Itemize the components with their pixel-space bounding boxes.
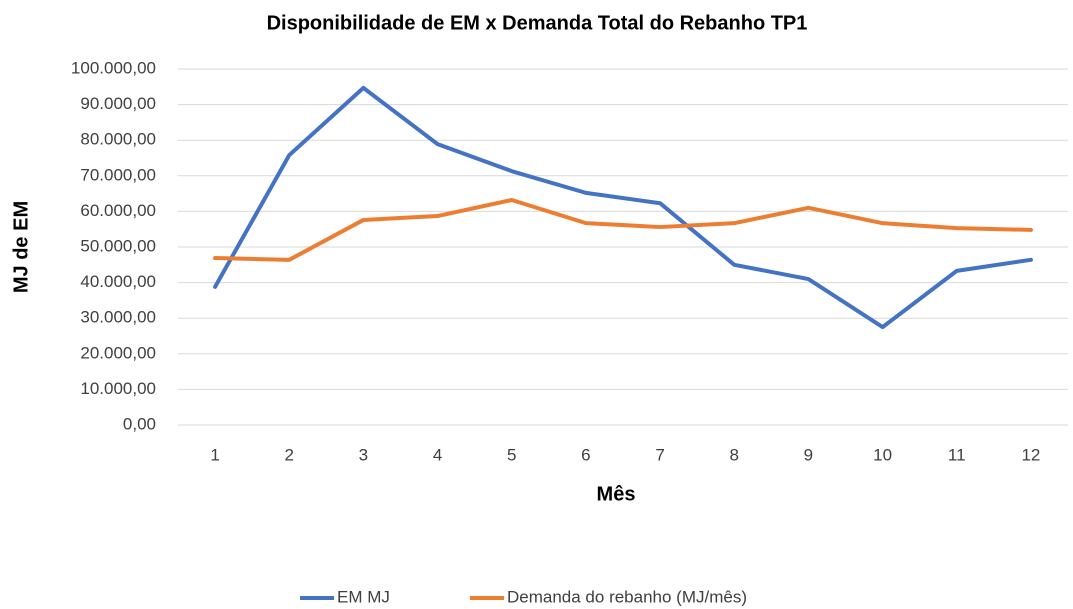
y-tick-label: 80.000,00 — [80, 130, 156, 149]
y-tick-label: 0,00 — [123, 414, 156, 433]
x-tick-label: 5 — [507, 445, 516, 464]
x-tick-label: 9 — [804, 445, 813, 464]
line-series — [213, 85, 1033, 330]
y-axis-title: MJ de EM — [10, 201, 32, 293]
legend-label: Demanda do rebanho (MJ/mês) — [507, 587, 747, 606]
x-tick-label: 10 — [873, 445, 892, 464]
y-tick-label: 50.000,00 — [80, 236, 156, 255]
line-series — [213, 198, 1033, 262]
y-tick-label: 30.000,00 — [80, 308, 156, 327]
x-tick-label: 1 — [210, 445, 219, 464]
legend-label: EM MJ — [337, 587, 390, 606]
x-tick-label: 7 — [655, 445, 664, 464]
y-tick-label: 100.000,00 — [71, 58, 156, 77]
y-tick-label: 20.000,00 — [80, 343, 156, 362]
y-tick-label: 40.000,00 — [80, 272, 156, 291]
chart-title: Disponibilidade de EM x Demanda Total do… — [267, 12, 808, 34]
x-axis-title: Mês — [597, 483, 636, 505]
y-tick-label: 10.000,00 — [80, 379, 156, 398]
x-tick-label: 3 — [359, 445, 368, 464]
x-tick-label: 8 — [730, 445, 739, 464]
x-tick-label: 6 — [581, 445, 590, 464]
y-tick-label: 60.000,00 — [80, 201, 156, 220]
y-tick-label: 70.000,00 — [80, 165, 156, 184]
x-tick-label: 12 — [1021, 445, 1040, 464]
x-tick-label: 4 — [433, 445, 442, 464]
y-tick-label: 90.000,00 — [80, 94, 156, 113]
x-tick-label: 2 — [285, 445, 294, 464]
x-tick-label: 11 — [948, 445, 966, 464]
